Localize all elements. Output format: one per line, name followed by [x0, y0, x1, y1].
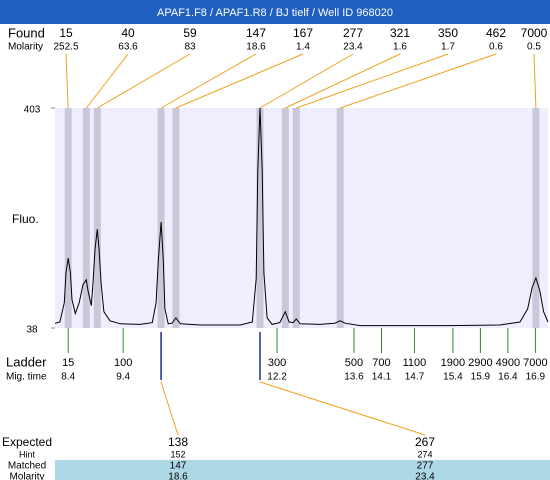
- found-size: 15: [59, 26, 73, 40]
- expected-expected: 138: [168, 435, 188, 449]
- peak-band: [82, 108, 90, 328]
- found-molarity: 83: [184, 42, 196, 53]
- matched-band: [55, 460, 550, 480]
- found-molarity: 23.4: [343, 42, 363, 53]
- ladder-time: 9.4: [116, 372, 130, 383]
- found-size: 40: [121, 26, 135, 40]
- mig-time-label: Mig. time: [6, 372, 47, 383]
- found-molarity: 1.4: [296, 42, 310, 53]
- match-pointer: [160, 381, 179, 436]
- ladder-size: 15: [62, 357, 74, 369]
- peak-band: [93, 108, 101, 328]
- peak-pointer: [85, 53, 129, 109]
- peak-band: [532, 108, 540, 328]
- peak-band: [157, 108, 165, 328]
- found-molarity: 252.5: [53, 42, 78, 53]
- peak-pointer: [296, 53, 449, 109]
- found-molarity: 0.6: [489, 42, 503, 53]
- peak-pointer: [533, 53, 537, 109]
- ladder-time: 12.2: [267, 372, 287, 383]
- found-size: 277: [343, 26, 363, 40]
- found-size: 350: [438, 26, 458, 40]
- found-size: 59: [183, 26, 197, 40]
- peak-pointer: [340, 53, 497, 109]
- expected-matched: 147: [170, 461, 187, 472]
- found-size: 462: [486, 26, 506, 40]
- ladder-time: 14.7: [405, 372, 425, 383]
- row-label: Molarity: [9, 472, 44, 480]
- expected-matched: 277: [417, 461, 434, 472]
- y-tick-label: 403: [24, 105, 41, 116]
- found-size: 167: [293, 26, 313, 40]
- expected-molarity: 23.4: [415, 472, 435, 480]
- found-size: 7000: [521, 26, 548, 40]
- peak-pointer: [65, 53, 69, 109]
- ladder-time: 15.9: [471, 372, 491, 383]
- found-size: 147: [246, 26, 266, 40]
- ladder-time: 13.6: [344, 372, 364, 383]
- row-label: Hint: [19, 449, 36, 459]
- ladder-size: 500: [345, 357, 363, 369]
- peak-band: [64, 108, 72, 328]
- found-molarity: 1.7: [441, 42, 455, 53]
- ladder-time: 8.4: [61, 372, 75, 383]
- row-label: Expected: [2, 435, 52, 449]
- peak-pointer: [97, 53, 191, 109]
- ladder-size: 2900: [468, 357, 492, 369]
- y-tick-label: 38: [26, 325, 38, 336]
- ladder-time: 16.9: [526, 372, 546, 383]
- peak-band: [292, 108, 300, 328]
- y-axis-label: Fluo.: [12, 212, 39, 226]
- ladder-size: 300: [268, 357, 286, 369]
- peak-band: [336, 108, 344, 328]
- expected-expected: 267: [415, 435, 435, 449]
- ladder-size: 100: [114, 357, 132, 369]
- found-molarity: 0.5: [527, 42, 541, 53]
- ladder-time: 14.1: [372, 372, 392, 383]
- ladder-time: 16.4: [498, 372, 518, 383]
- peak-band: [281, 108, 289, 328]
- peak-pointer: [285, 53, 401, 109]
- found-molarity: 18.6: [246, 42, 266, 53]
- row-label: Matched: [8, 461, 46, 472]
- expected-hint: 274: [417, 449, 432, 459]
- ladder-time: 15.4: [443, 372, 463, 383]
- title: APAF1.F8 / APAF1.R8 / BJ tielf / Well ID…: [157, 7, 393, 19]
- match-pointer: [259, 381, 426, 436]
- trace: [54, 107, 549, 327]
- found-molarity: 63.6: [118, 42, 138, 53]
- ladder-size: 700: [372, 357, 390, 369]
- expected-molarity: 18.6: [168, 472, 188, 480]
- peak-pointer: [259, 53, 354, 109]
- peak-band: [172, 108, 180, 328]
- peak-band: [256, 108, 264, 328]
- plot-area: [55, 108, 548, 328]
- title-bar: [0, 0, 550, 24]
- ladder-size: 4900: [496, 357, 520, 369]
- peak-pointer: [160, 53, 257, 109]
- ladder-size: 7000: [523, 357, 547, 369]
- peak-pointer: [175, 53, 304, 109]
- expected-hint: 152: [170, 449, 185, 459]
- molarity-label: Molarity: [8, 42, 43, 53]
- found-size: 321: [390, 26, 410, 40]
- ladder-size: 1100: [403, 357, 427, 369]
- ladder-label: Ladder: [6, 354, 47, 369]
- ladder-size: 1900: [441, 357, 465, 369]
- found-label: Found: [8, 25, 45, 40]
- found-molarity: 1.6: [393, 42, 407, 53]
